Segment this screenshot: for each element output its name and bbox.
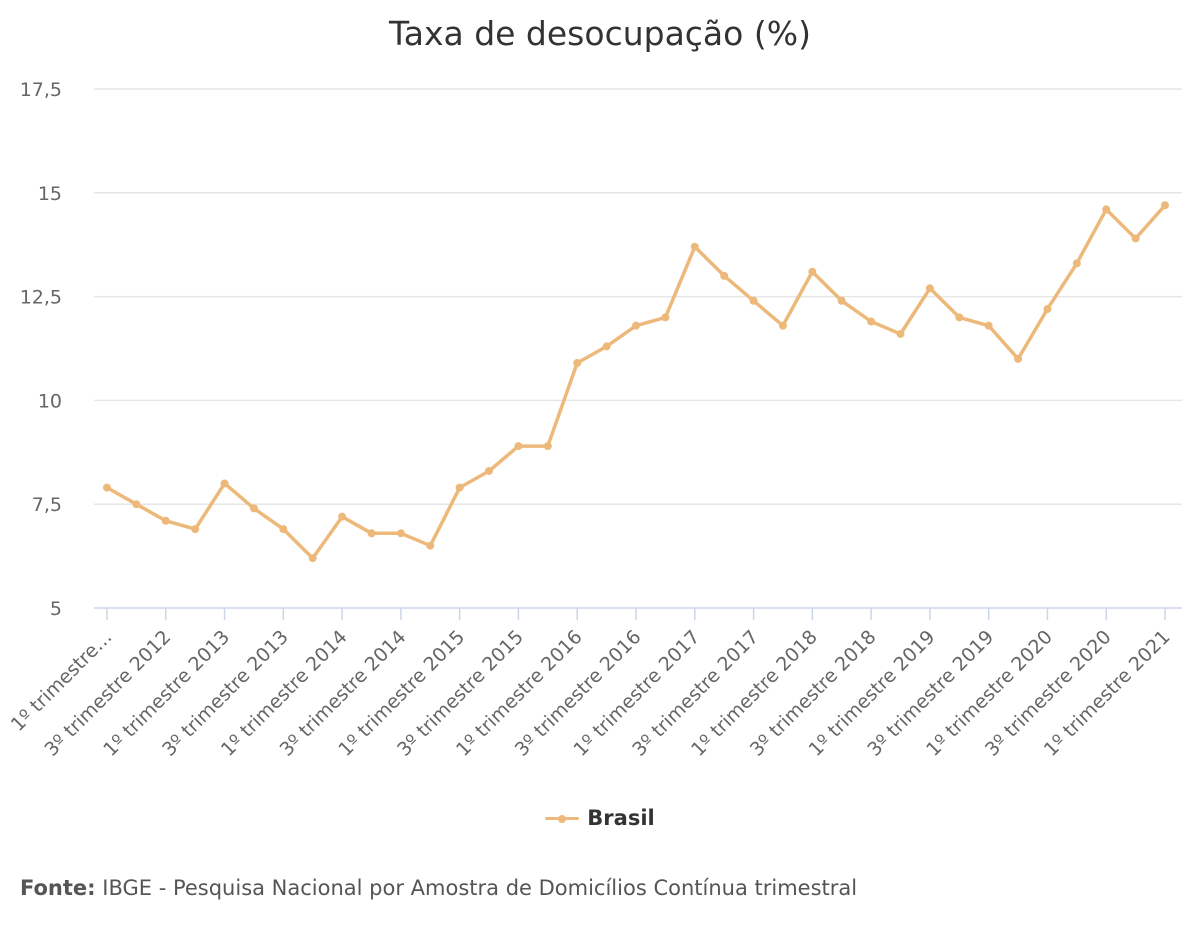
- data-point[interactable]: [308, 554, 317, 563]
- legend[interactable]: Brasil: [0, 806, 1200, 830]
- data-point[interactable]: [896, 329, 905, 338]
- data-point[interactable]: [808, 267, 817, 276]
- y-tick-label: 5: [50, 598, 62, 620]
- data-point[interactable]: [1131, 234, 1140, 243]
- y-tick-label: 12,5: [20, 287, 62, 309]
- grid-lines: [94, 88, 1182, 505]
- data-point[interactable]: [1161, 201, 1169, 210]
- data-point[interactable]: [161, 516, 170, 525]
- data-point[interactable]: [602, 342, 611, 351]
- source-note: Fonte: IBGE - Pesquisa Nacional por Amos…: [20, 876, 857, 900]
- data-point[interactable]: [338, 512, 347, 521]
- chart-plot: 5 7,5 10 12,5 15 17,5 1º trimestre…3º trimest…: [7, 79, 1182, 761]
- y-tick-label: 17,5: [20, 79, 62, 101]
- data-point[interactable]: [191, 525, 200, 534]
- data-point[interactable]: [455, 483, 464, 492]
- series-line-brasil: [105, 203, 1167, 560]
- data-point[interactable]: [690, 242, 699, 251]
- data-point[interactable]: [279, 525, 288, 534]
- x-tick-label: 1º trimestre…: [7, 626, 117, 736]
- data-point[interactable]: [543, 442, 552, 451]
- y-axis: 5 7,5 10 12,5 15 17,5: [20, 79, 62, 620]
- legend-swatch: [545, 814, 580, 824]
- source-text: IBGE - Pesquisa Nacional por Amostra de …: [102, 876, 858, 900]
- data-point[interactable]: [867, 317, 876, 326]
- data-point[interactable]: [720, 271, 729, 280]
- y-tick-label: 7,5: [32, 494, 62, 516]
- data-point[interactable]: [778, 321, 787, 330]
- data-point[interactable]: [1102, 205, 1111, 214]
- data-point[interactable]: [837, 296, 846, 305]
- data-point[interactable]: [514, 442, 523, 451]
- data-point[interactable]: [220, 479, 229, 488]
- data-point[interactable]: [632, 321, 640, 330]
- data-point[interactable]: [396, 529, 405, 538]
- data-point[interactable]: [426, 541, 435, 550]
- y-tick-label: 15: [38, 183, 62, 205]
- data-point[interactable]: [103, 483, 111, 492]
- source-label: Fonte:: [20, 876, 96, 900]
- data-point[interactable]: [749, 296, 758, 305]
- data-point[interactable]: [984, 321, 993, 330]
- data-point[interactable]: [661, 313, 670, 322]
- data-point[interactable]: [1014, 354, 1023, 363]
- legend-label-brasil: Brasil: [587, 806, 655, 830]
- data-point[interactable]: [132, 500, 141, 509]
- data-point[interactable]: [485, 466, 494, 475]
- data-point[interactable]: [925, 284, 934, 293]
- data-point[interactable]: [367, 529, 376, 538]
- chart-title: Taxa de desocupação (%): [389, 14, 811, 53]
- y-tick-label: 10: [38, 390, 62, 412]
- series-brasil: [103, 201, 1169, 563]
- data-point[interactable]: [249, 504, 258, 513]
- data-point[interactable]: [1043, 305, 1052, 314]
- data-point[interactable]: [573, 359, 582, 368]
- data-point[interactable]: [1072, 259, 1081, 268]
- data-point[interactable]: [955, 313, 964, 322]
